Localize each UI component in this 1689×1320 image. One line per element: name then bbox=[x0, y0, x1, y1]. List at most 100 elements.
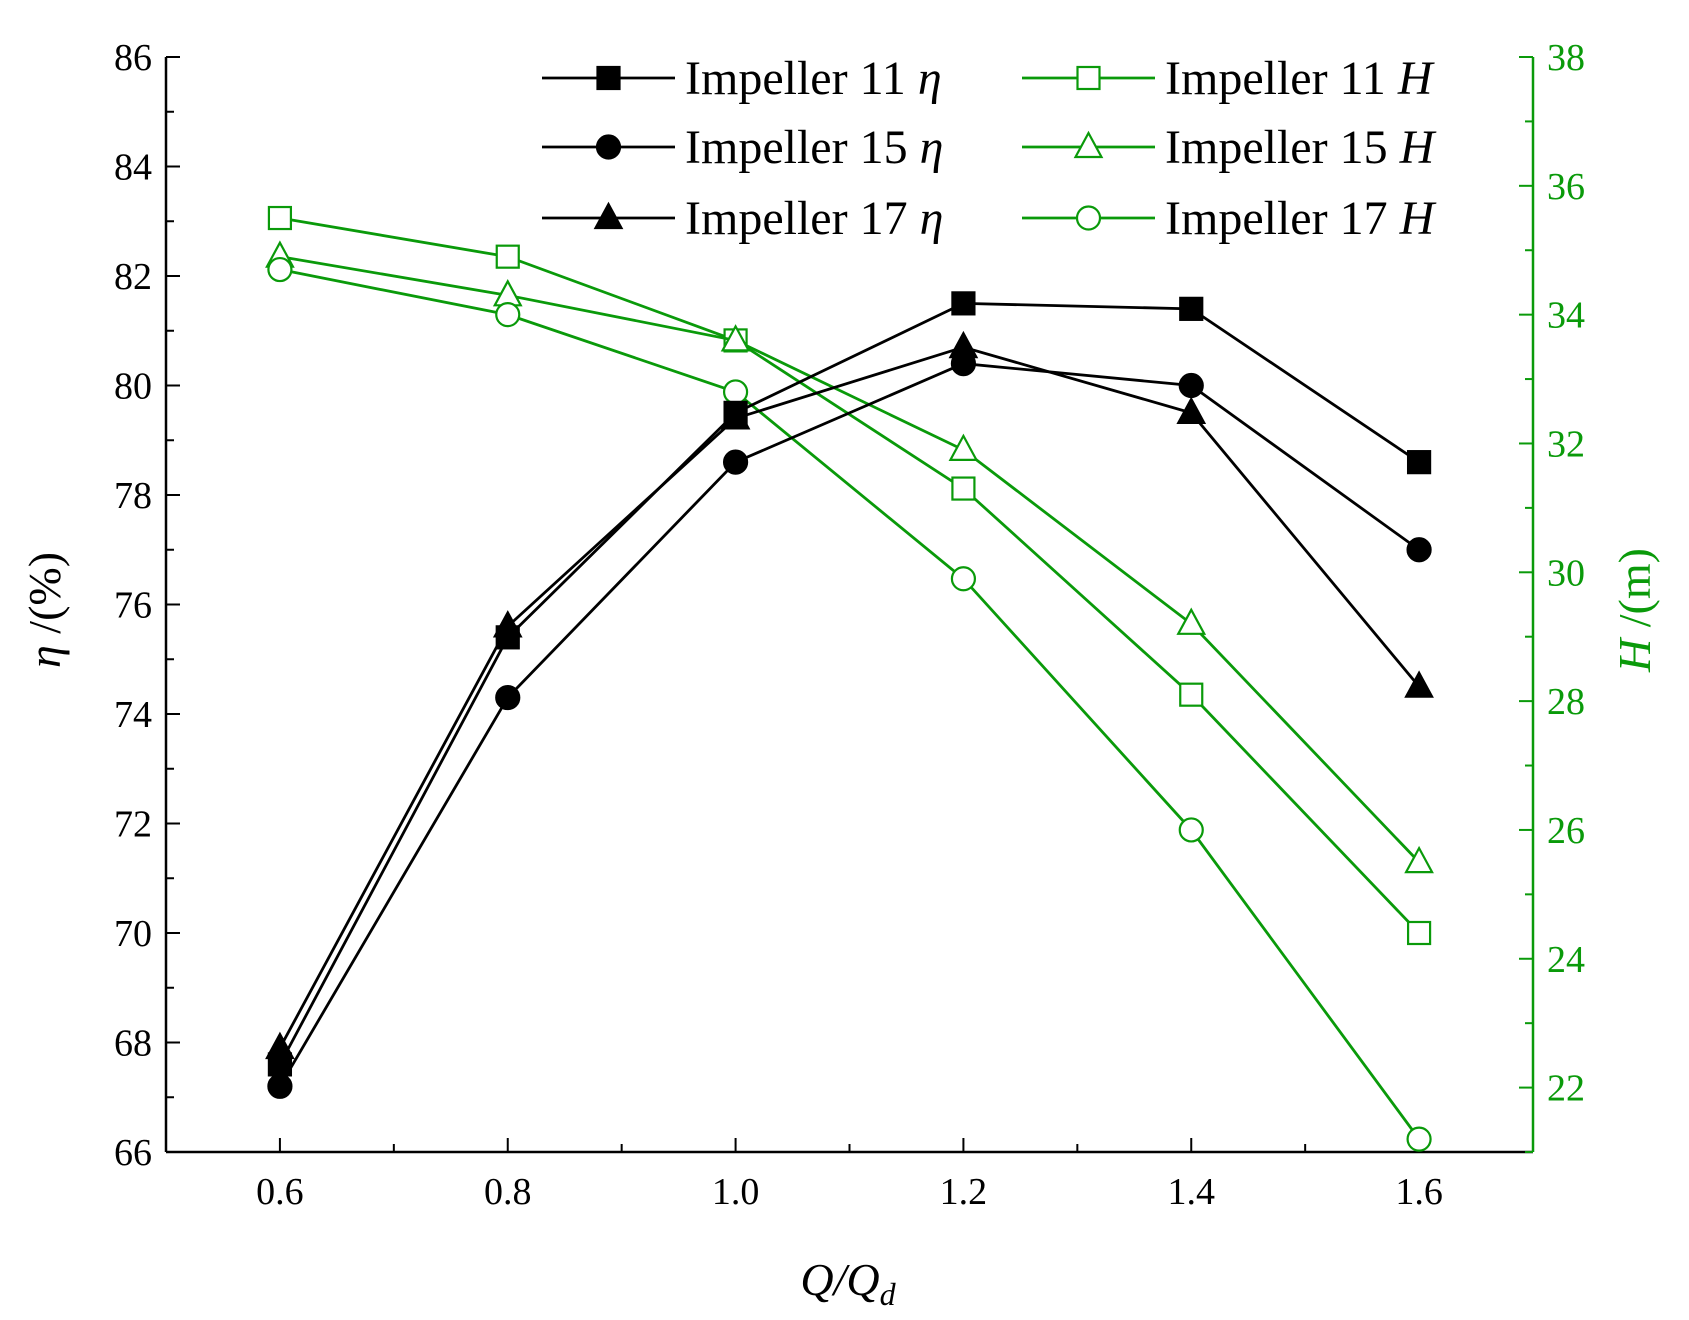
data-point bbox=[265, 1031, 295, 1060]
data-point bbox=[950, 566, 977, 592]
x-axis-title: Q/Qd bbox=[800, 1254, 896, 1312]
y-right-tick-label: 36 bbox=[1547, 166, 1585, 208]
legend-item: Impeller 17 η bbox=[542, 192, 943, 245]
legend-label-symbol: H bbox=[1399, 121, 1437, 174]
legend-item: Impeller 15 η bbox=[542, 121, 943, 174]
legend-label-symbol: η bbox=[918, 52, 942, 105]
legend-label-base: Impeller 11 bbox=[1165, 52, 1398, 105]
data-point bbox=[1179, 682, 1204, 707]
data-point bbox=[720, 402, 751, 430]
series-line bbox=[279, 255, 1421, 864]
data-point bbox=[267, 205, 293, 231]
y-left-tick-label: 86 bbox=[114, 37, 152, 79]
data-point bbox=[495, 244, 520, 269]
series-line bbox=[279, 268, 1421, 1140]
y-right-tick-label: 22 bbox=[1547, 1068, 1585, 1110]
data-point bbox=[1406, 920, 1432, 946]
y-axis-left-title-unit: /(%) bbox=[19, 552, 70, 645]
legend-item: Impeller 11 η bbox=[542, 52, 942, 105]
data-point bbox=[1176, 607, 1207, 635]
legend-marker bbox=[1075, 205, 1102, 231]
x-tick-label: 1.6 bbox=[1395, 1171, 1443, 1213]
y-axis-left: 66 68 70 72 74 76 78 80 82 84 86 bbox=[114, 37, 180, 1174]
y-right-tick-label: 34 bbox=[1547, 295, 1585, 337]
data-point bbox=[1404, 845, 1434, 874]
legend-marker bbox=[1076, 65, 1101, 91]
legend-label: Impeller 17 η bbox=[685, 192, 943, 245]
data-point bbox=[267, 256, 293, 283]
legend-item: Impeller 11 H bbox=[1022, 52, 1435, 105]
data-point bbox=[495, 684, 521, 711]
series-2 bbox=[267, 351, 1432, 1099]
y-right-tick-label: 32 bbox=[1547, 423, 1585, 465]
series-line bbox=[278, 345, 1421, 1049]
series-line bbox=[278, 362, 1420, 1088]
data-point bbox=[1404, 670, 1434, 698]
y-axis-right-title-symbol: H bbox=[1609, 636, 1660, 673]
data-point bbox=[951, 476, 976, 501]
series-5 bbox=[265, 240, 1434, 874]
series-line bbox=[279, 216, 1421, 934]
y-left-tick-label: 84 bbox=[114, 147, 152, 189]
legend-label-base: Impeller 17 bbox=[1165, 192, 1400, 245]
series-4 bbox=[267, 205, 1432, 946]
legend-label: Impeller 11 η bbox=[685, 52, 942, 105]
data-point bbox=[951, 291, 976, 316]
y-left-tick-label: 72 bbox=[114, 804, 152, 846]
y-left-tick-label: 78 bbox=[114, 475, 152, 517]
data-point bbox=[722, 379, 749, 405]
x-axis-title-main: Q/Q bbox=[800, 1254, 879, 1305]
data-point bbox=[1406, 1126, 1432, 1152]
y-left-tick-label: 74 bbox=[114, 694, 152, 736]
series-1 bbox=[267, 291, 1432, 1077]
legend-item: Impeller 17 H bbox=[1022, 192, 1437, 245]
x-axis-title-sub: d bbox=[880, 1276, 897, 1312]
y-axis-left-title-symbol: η bbox=[19, 645, 70, 668]
legend-label-base: Impeller 17 bbox=[685, 192, 920, 245]
series-6 bbox=[267, 256, 1432, 1152]
data-point bbox=[1406, 537, 1432, 563]
series-3 bbox=[265, 330, 1434, 1060]
legend-label: Impeller 17 H bbox=[1165, 192, 1437, 245]
x-axis: 0.6 0.8 1.0 1.2 1.4 1.6 bbox=[165, 1138, 1443, 1213]
series-line bbox=[278, 301, 1420, 1066]
data-point bbox=[948, 330, 979, 359]
data-point bbox=[267, 1073, 293, 1099]
data-point bbox=[492, 610, 523, 638]
legend-label-symbol: H bbox=[1399, 192, 1437, 245]
y-left-tick-label: 68 bbox=[114, 1023, 152, 1065]
y-right-tick-label: 26 bbox=[1547, 810, 1585, 852]
y-right-tick-label: 24 bbox=[1547, 939, 1585, 981]
x-tick-label: 0.6 bbox=[256, 1171, 304, 1213]
y-left-tick-label: 66 bbox=[114, 1132, 152, 1174]
data-point bbox=[722, 449, 749, 475]
series-layer bbox=[265, 205, 1434, 1152]
legend-label: Impeller 15 H bbox=[1165, 121, 1437, 174]
y-axis-right: 22 24 26 28 30 32 34 36 38 bbox=[1519, 37, 1585, 1153]
y-axis-left-title: η /(%) bbox=[19, 552, 70, 668]
data-point bbox=[1178, 817, 1204, 843]
y-left-tick-label: 70 bbox=[114, 913, 152, 955]
legend-marker bbox=[1073, 130, 1104, 159]
y-left-tick-label: 76 bbox=[114, 585, 152, 627]
legend-label: Impeller 11 H bbox=[1165, 52, 1435, 105]
legend-label-base: Impeller 11 bbox=[685, 52, 918, 105]
data-point bbox=[1178, 372, 1204, 399]
y-axis-right-title-unit: /(m) bbox=[1609, 548, 1660, 639]
legend-marker bbox=[595, 134, 622, 160]
y-right-tick-label: 28 bbox=[1547, 681, 1585, 723]
legend-label-base: Impeller 15 bbox=[685, 121, 920, 174]
data-point bbox=[495, 302, 521, 328]
legend-label-symbol: H bbox=[1397, 52, 1435, 105]
legend-label-base: Impeller 15 bbox=[1165, 121, 1400, 174]
legend-marker bbox=[596, 65, 621, 91]
data-point bbox=[1406, 450, 1432, 475]
legend-item: Impeller 15 H bbox=[1022, 121, 1437, 174]
y-right-tick-label: 38 bbox=[1547, 37, 1585, 79]
y-right-tick-label: 30 bbox=[1547, 552, 1585, 594]
y-left-tick-label: 80 bbox=[114, 366, 152, 408]
legend-label-symbol: η bbox=[920, 192, 944, 245]
x-tick-label: 1.0 bbox=[712, 1171, 760, 1213]
